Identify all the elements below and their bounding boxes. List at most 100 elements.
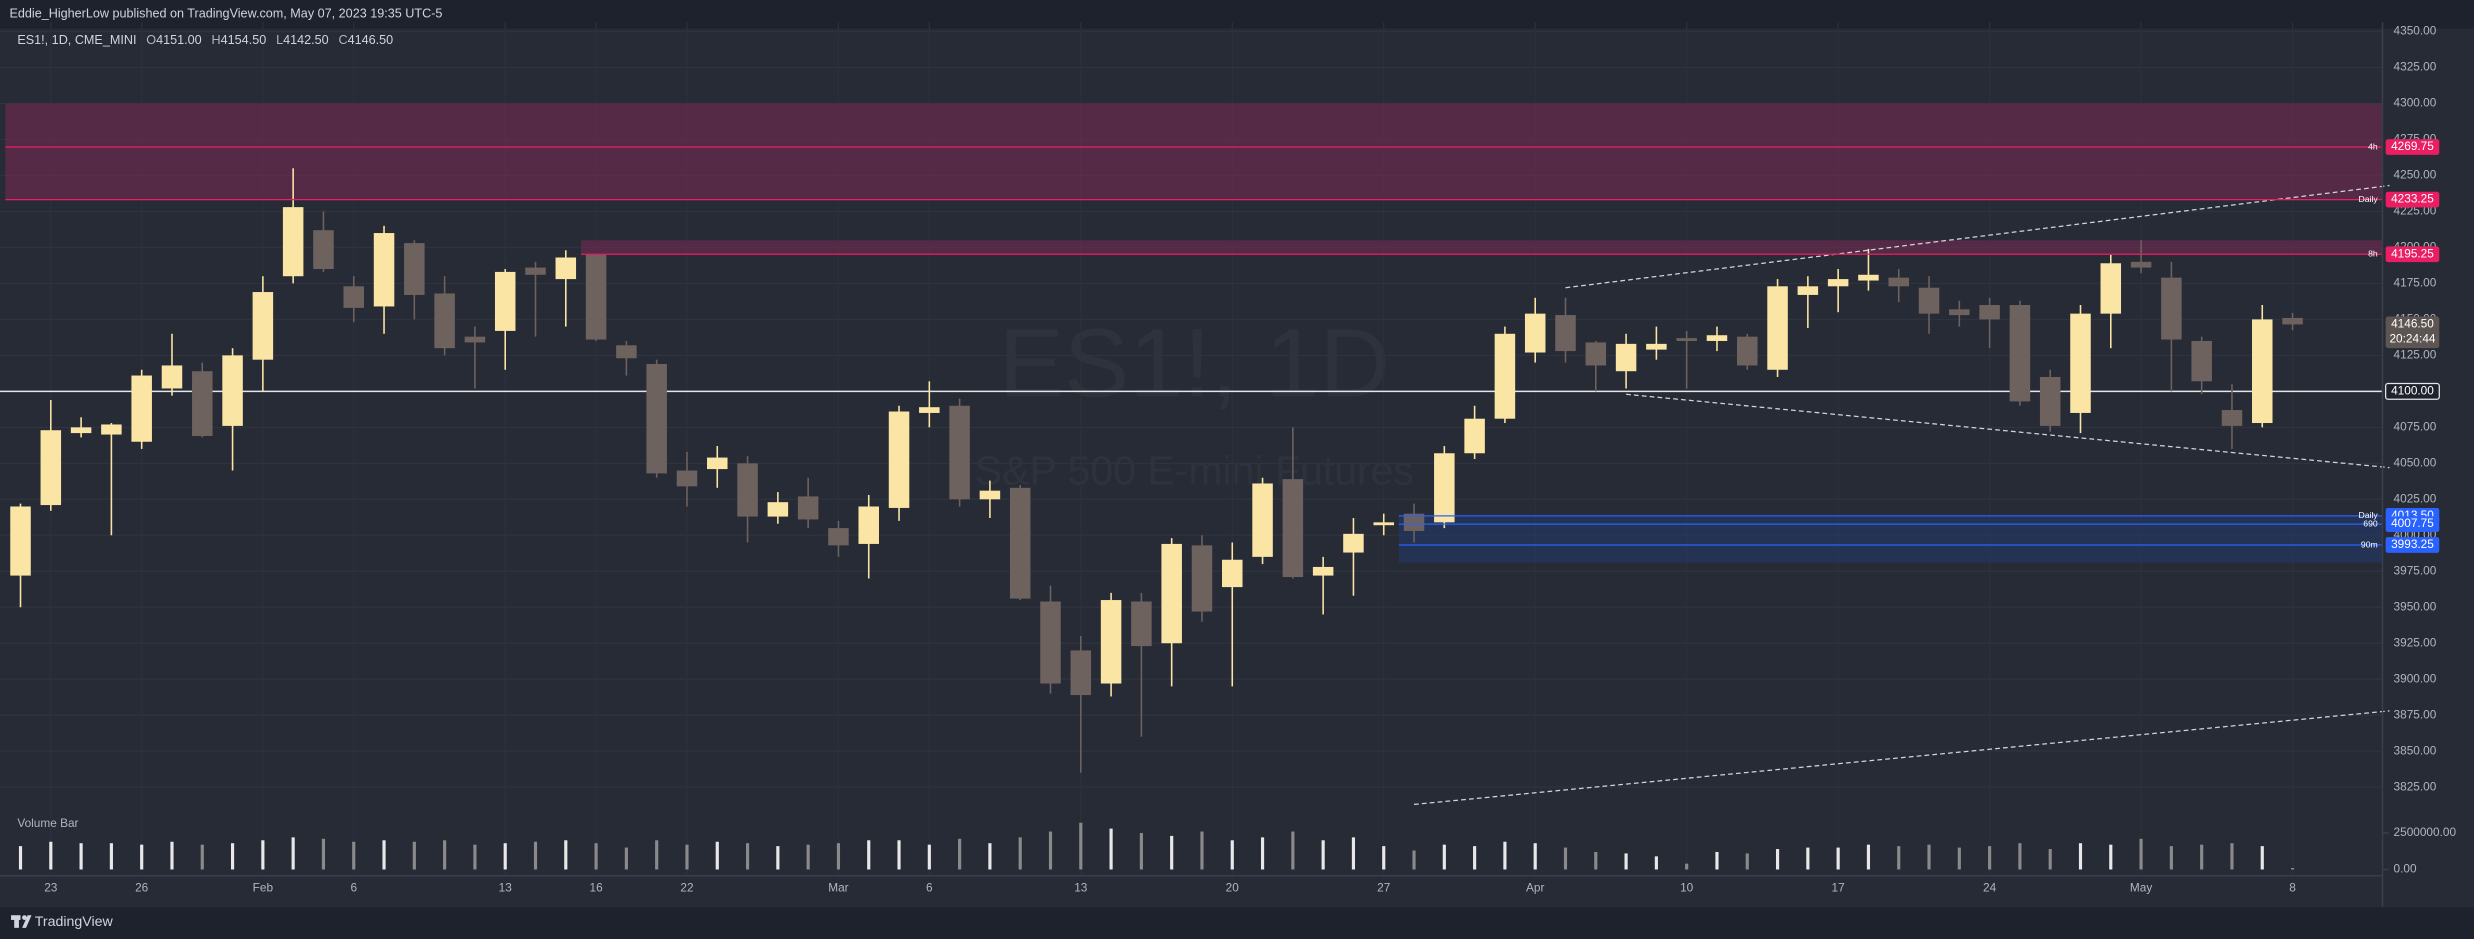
y-tick-label: 4350.00: [2394, 24, 2437, 38]
footer-bar: [0, 907, 2474, 939]
volume-bar: [2109, 844, 2113, 870]
volume-bar: [1957, 847, 1961, 870]
volume-bar: [594, 843, 598, 870]
level-label: 8h: [2368, 249, 2378, 259]
y-tick-label: 3850.00: [2394, 743, 2437, 757]
candle-body: [2039, 376, 2061, 426]
candle-body: [2221, 410, 2243, 426]
volume-bar: [1170, 835, 1174, 870]
volume-bar: [1291, 831, 1295, 870]
volume-bar: [2200, 844, 2204, 870]
trendline: [1413, 710, 2390, 806]
legend-value: 4146.50: [348, 33, 394, 47]
legend-value: 4154.50: [221, 33, 267, 47]
x-tick-label: Feb: [253, 881, 274, 895]
volume-bar: [2018, 843, 2022, 870]
candle-body: [1222, 559, 1243, 588]
candle-body: [1737, 336, 1758, 366]
volume-bar: [1715, 851, 1719, 870]
volume-bar: [2230, 843, 2234, 870]
candle-body: [737, 463, 758, 517]
candle-body: [1949, 309, 1970, 316]
candle-body: [2191, 340, 2212, 382]
header-bar: [0, 0, 2474, 29]
candle-body: [2282, 317, 2303, 325]
volume-bar: [1594, 851, 1598, 870]
candle-body: [858, 506, 879, 544]
candle-body: [1009, 487, 1031, 599]
candle-body: [1070, 650, 1092, 696]
candle-body: [2161, 277, 2182, 340]
candle-body: [1040, 601, 1061, 684]
volume-bar: [2260, 846, 2264, 870]
logo-part: [22, 915, 27, 920]
volume-bar: [533, 841, 538, 870]
candle-body: [343, 286, 364, 308]
level-label: 690: [2363, 518, 2378, 528]
volume-bar: [412, 841, 416, 870]
volume-bar: [715, 841, 719, 870]
candle-body: [101, 424, 122, 435]
candle-body: [252, 292, 274, 360]
volume-bar: [806, 844, 810, 870]
price-tag: [2385, 537, 2440, 553]
candle-body: [494, 271, 516, 331]
candle-body: [373, 233, 395, 307]
countdown-label: 20:24:44: [2389, 332, 2435, 346]
level-label: 4h: [2368, 141, 2378, 151]
candle-body: [2130, 261, 2152, 268]
candle-body: [1706, 335, 1728, 341]
y-tick-label: 4175.00: [2394, 276, 2437, 290]
x-tick-label: 26: [135, 881, 149, 895]
volume-bar: [1836, 847, 1840, 870]
volume-bar: [927, 844, 931, 870]
volume-bar: [2290, 868, 2295, 870]
volume-bar: [776, 846, 780, 870]
x-tick-label: 24: [1983, 881, 1997, 895]
y-tick-label: 3950.00: [2394, 599, 2437, 613]
logo-part: [14, 919, 19, 928]
volume-bar: [1200, 831, 1204, 870]
y-tick-label: 4325.00: [2394, 60, 2437, 74]
candle-body: [404, 243, 425, 295]
legend-value: 4151.00: [156, 33, 202, 47]
legend-symbol: ES1!, 1D, CME_MINI: [17, 33, 136, 47]
price-tag-label: 4007.75: [2391, 516, 2434, 530]
candle-body: [464, 336, 486, 343]
x-tick-label: 13: [1074, 881, 1088, 895]
volume-bar: [1442, 844, 1446, 870]
volume-bar: [1745, 853, 1749, 870]
x-tick-label: 20: [1226, 881, 1240, 895]
last-price-label: 4146.50: [2391, 317, 2434, 331]
candle-body: [919, 407, 940, 413]
candle-body: [1979, 305, 2000, 320]
volume-bar: [473, 844, 477, 870]
candle-body: [1615, 343, 1637, 372]
candle-body: [161, 365, 183, 389]
level-label: 90m: [2361, 539, 2378, 549]
y-tick-label: 3900.00: [2394, 671, 2437, 685]
volume-bar: [624, 847, 628, 870]
y-tick-label: 4075.00: [2394, 419, 2437, 433]
legend-key: O: [146, 33, 156, 47]
x-tick-label: May: [2130, 881, 2152, 895]
volume-tick-label: 2500000.00: [2394, 825, 2457, 839]
candle-body: [949, 405, 970, 500]
volume-bar: [1533, 843, 1537, 870]
y-tick-label: 3975.00: [2394, 563, 2437, 577]
candle-body: [1646, 343, 1667, 350]
candle-body: [1494, 333, 1516, 419]
candle-body: [2009, 305, 2031, 402]
level-label: Daily: [2359, 510, 2379, 520]
zone: [5, 103, 2383, 200]
volume-bar: [1654, 856, 1658, 870]
volume-bar: [1897, 846, 1901, 870]
volume-bar: [170, 841, 174, 870]
volume-bar: [1685, 863, 1689, 870]
candle-body: [828, 528, 849, 546]
volume-bar: [200, 844, 204, 870]
candle-body: [222, 355, 243, 426]
volume-bar: [1321, 840, 1325, 870]
candle-body: [70, 427, 92, 434]
candle-body: [1585, 342, 1607, 366]
